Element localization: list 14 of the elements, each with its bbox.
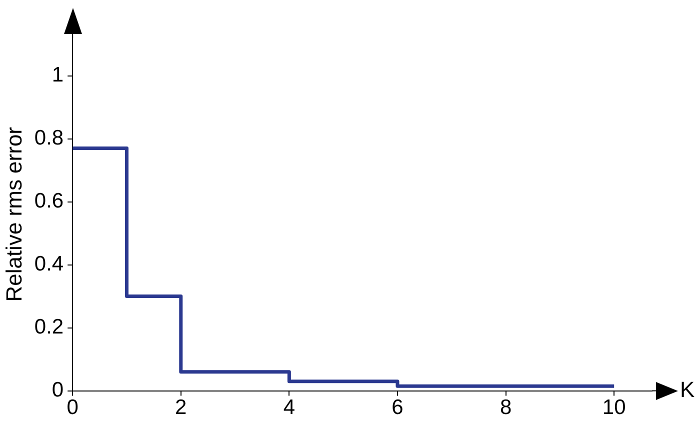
y-tick-label: 0	[52, 378, 64, 402]
x-tick-label: 8	[500, 396, 512, 420]
x-tick-label: 10	[602, 396, 626, 420]
x-axis-title: K	[680, 376, 695, 402]
y-tick-label: 0.6	[34, 190, 64, 213]
x-tick-label: 2	[175, 396, 187, 420]
y-tick-label: 0.2	[34, 316, 64, 339]
y-tick-label: 1	[52, 64, 64, 87]
x-tick-label: 0	[66, 396, 78, 420]
y-tick-label: 0.4	[34, 252, 64, 276]
x-tick-label: 4	[283, 396, 296, 420]
x-tick-label: 6	[392, 396, 404, 420]
y-tick-label: 0.8	[34, 126, 64, 150]
y-axis-title: Relative rms error	[1, 126, 26, 302]
